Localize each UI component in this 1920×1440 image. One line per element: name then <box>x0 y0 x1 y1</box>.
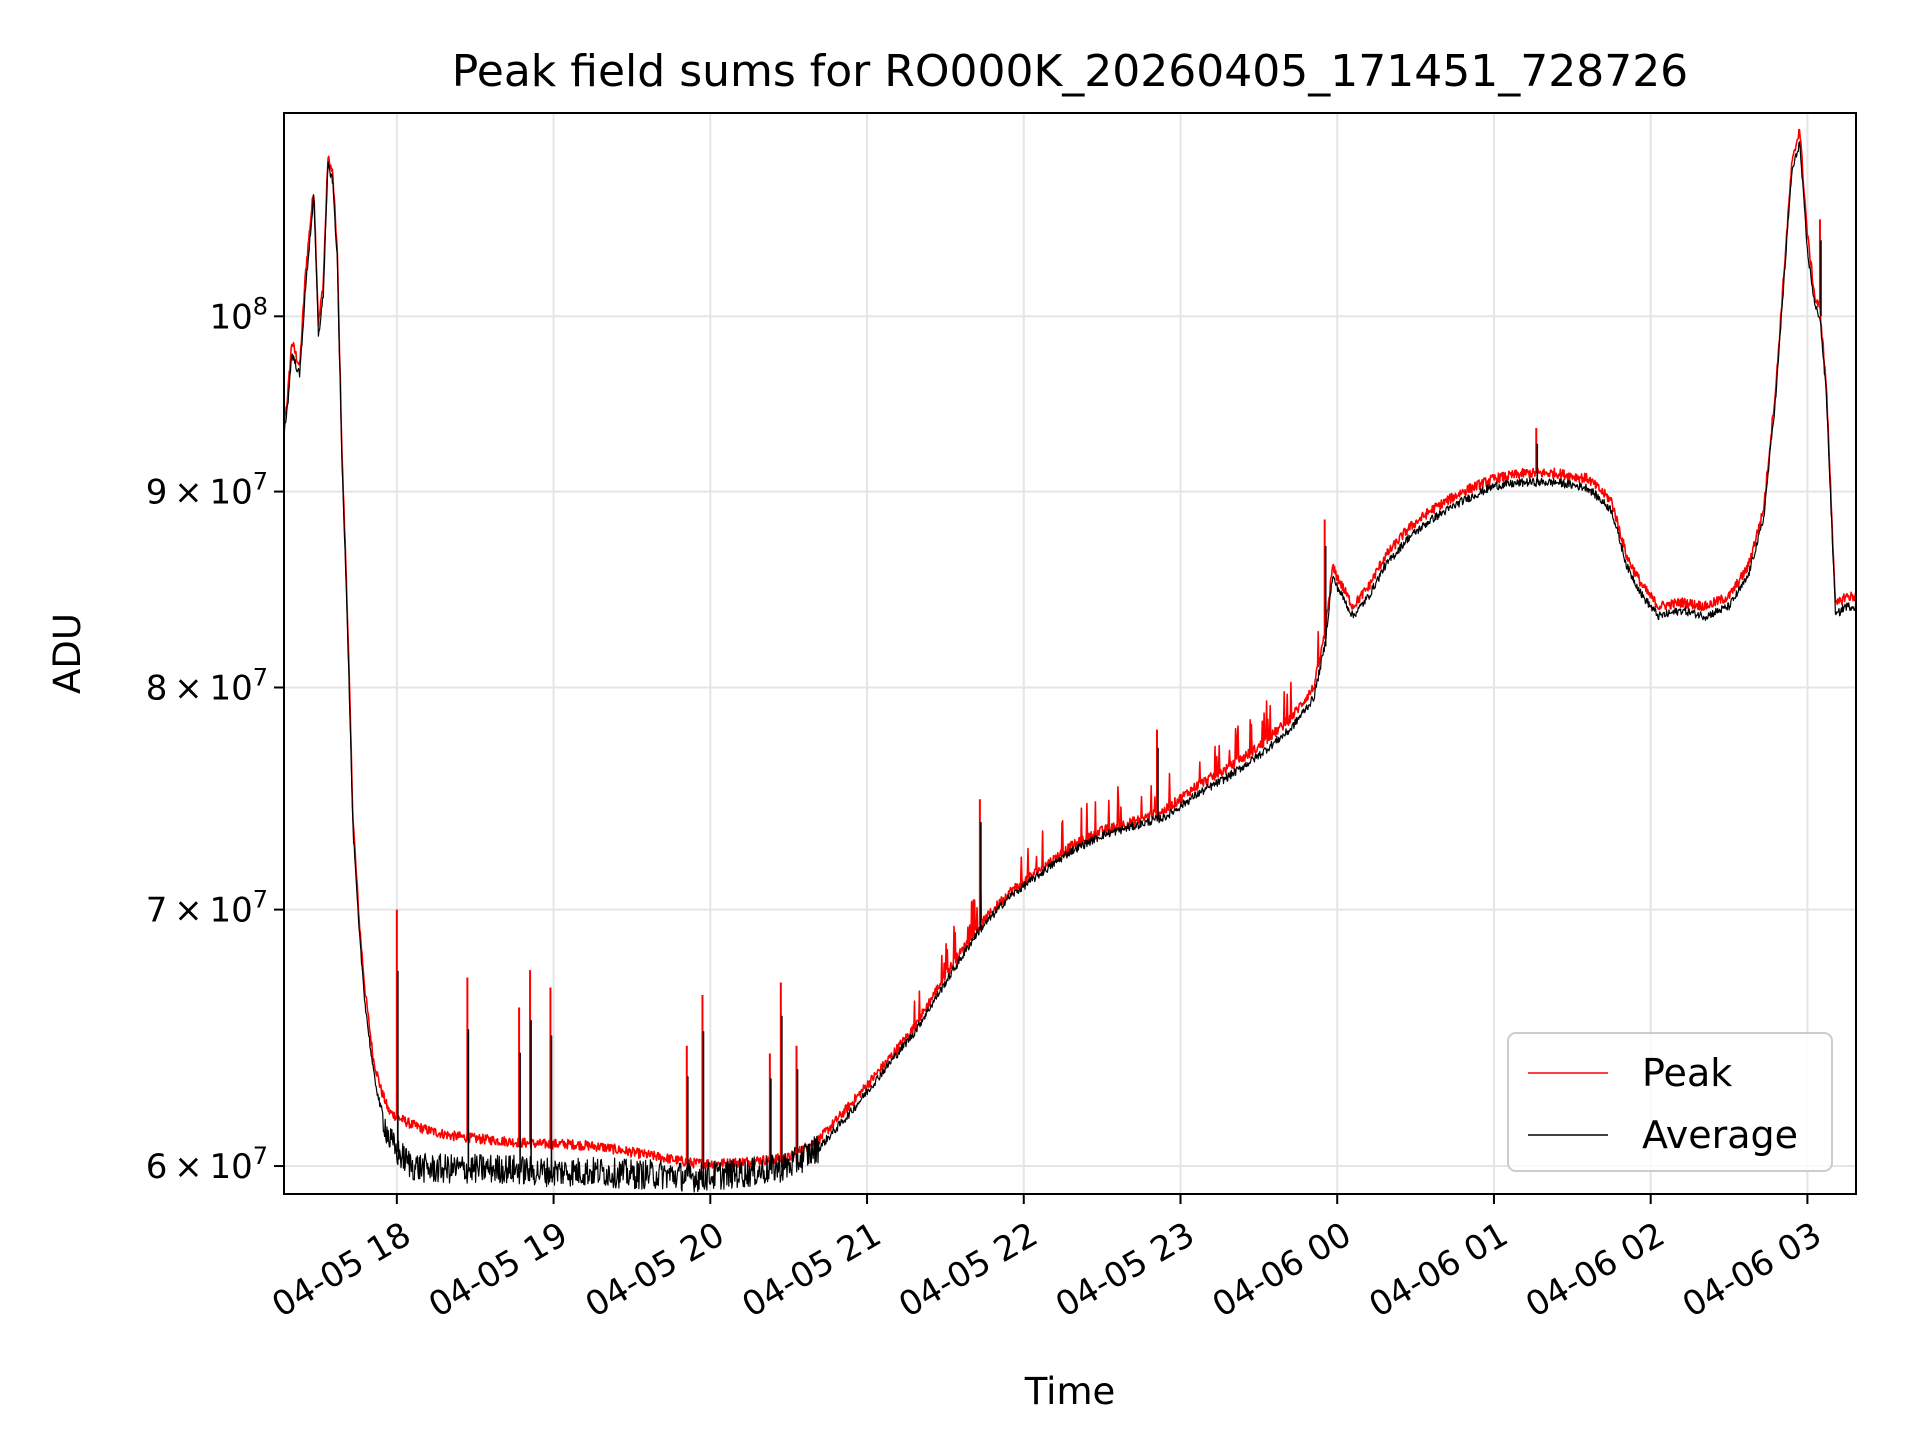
series-layer <box>284 128 1856 1193</box>
y-tick-label: 6 × 107 <box>146 1142 268 1187</box>
y-tick-label: 8 × 107 <box>146 663 268 708</box>
legend-label-average: Average <box>1642 1113 1798 1157</box>
legend-box <box>1507 1032 1833 1172</box>
series-line-peak <box>284 128 1856 1169</box>
y-axis-ticks: 6 × 107 7 × 107 8 × 107 9 × 107 108 <box>146 292 284 1187</box>
y-axis-label: ADU <box>46 613 89 694</box>
y-tick-label: 108 <box>209 292 268 337</box>
legend: Peak Average <box>1507 1032 1833 1172</box>
axes-frame <box>283 112 1857 1195</box>
y-tick-label: 9 × 107 <box>146 468 268 513</box>
y-tick-label: 7 × 107 <box>146 886 268 931</box>
chart-title: Peak field sums for RO000K_20260405_1714… <box>452 46 1688 97</box>
legend-label-peak: Peak <box>1642 1051 1732 1095</box>
series-line-average <box>284 141 1856 1193</box>
x-axis-label: Time <box>1024 1370 1116 1413</box>
